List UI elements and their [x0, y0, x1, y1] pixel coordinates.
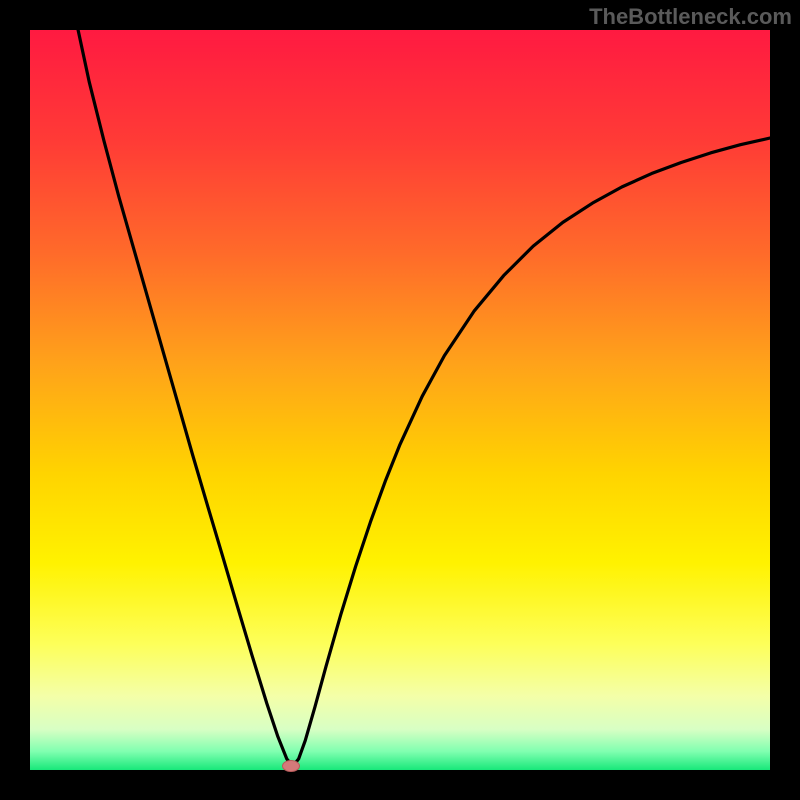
curve-path — [78, 30, 770, 766]
plot-area — [30, 30, 770, 770]
watermark-text: TheBottleneck.com — [589, 4, 792, 30]
chart-container: TheBottleneck.com — [0, 0, 800, 800]
bottleneck-curve — [30, 30, 770, 770]
optimal-marker — [282, 760, 300, 772]
